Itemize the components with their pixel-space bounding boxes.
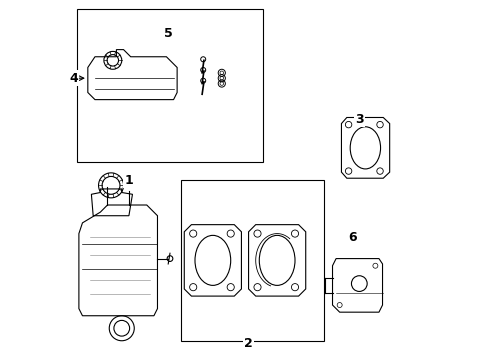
Text: 2: 2	[244, 337, 253, 350]
Text: 6: 6	[348, 231, 357, 244]
Text: 4: 4	[69, 72, 78, 85]
Text: 5: 5	[164, 27, 172, 40]
Text: 3: 3	[355, 113, 364, 126]
Text: 1: 1	[124, 174, 133, 186]
